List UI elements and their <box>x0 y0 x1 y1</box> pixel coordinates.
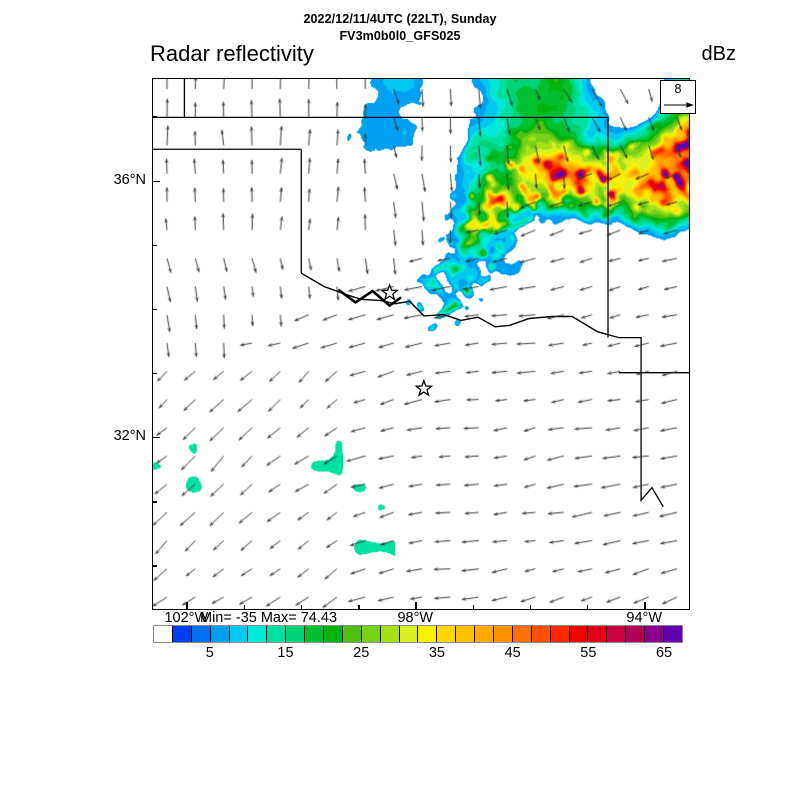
x-axis-label-98: 98°W <box>397 610 434 626</box>
x-tick--98 <box>415 602 417 610</box>
colorbar-cell-13 <box>399 626 419 642</box>
colorbar-label-65: 65 <box>655 645 673 661</box>
x-tick--102 <box>186 602 188 610</box>
x-tick--94 <box>644 602 646 610</box>
colorbar-cell-27 <box>664 626 682 642</box>
x-minor-tick--99 <box>358 605 360 610</box>
colorbar-cell-15 <box>437 626 457 642</box>
x-minor-tick--101 <box>243 605 246 610</box>
x-axis-label-94: 94°W <box>626 610 663 626</box>
colorbar-cell-2 <box>191 626 211 642</box>
wind-key-value: 8 <box>674 82 682 96</box>
colorbar-cell-1 <box>172 626 192 642</box>
x-minor-tick--96 <box>529 605 532 610</box>
y-minor-tick-33 <box>152 372 157 375</box>
colorbar-cell-0 <box>154 626 173 642</box>
y-minor-tick-37 <box>152 116 157 118</box>
colorbar-cell-4 <box>229 626 249 642</box>
x-axis-label-102: 102°W <box>164 610 209 626</box>
colorbar-cell-14 <box>418 626 438 642</box>
colorbar-label-35: 35 <box>428 645 445 661</box>
colorbar-label-25: 25 <box>353 645 370 661</box>
wind-vector-key: 8 <box>660 80 696 114</box>
wind-vector-field <box>153 79 689 609</box>
y-axis-label-32: 32°N <box>113 427 146 444</box>
y-minor-tick-30 <box>152 565 157 567</box>
colorbar-label-45: 45 <box>504 645 521 661</box>
colorbar-cell-9 <box>324 626 343 642</box>
colorbar-label-5: 5 <box>205 645 214 661</box>
colorbar-cell-7 <box>286 626 306 642</box>
colorbar-cell-17 <box>475 626 495 642</box>
colorbar-cell-5 <box>248 626 268 642</box>
colorbar-cell-12 <box>380 626 400 642</box>
colorbar-cell-18 <box>494 626 513 642</box>
page-title: Radar reflectivity <box>150 41 314 66</box>
min-max-annotation: Min= -35 Max= 74.43 <box>200 610 338 626</box>
colorbar-cell-10 <box>342 626 362 642</box>
colorbar-cell-8 <box>305 626 325 642</box>
x-minor-tick--100 <box>300 605 303 610</box>
colorbar-cell-3 <box>210 626 230 642</box>
colorbar-label-15: 15 <box>277 645 294 661</box>
colorbar-tick-labels: 5 15 25 35 45 55 65 <box>153 645 683 665</box>
colorbar-cell-25 <box>626 626 646 642</box>
colorbar-cell-11 <box>361 626 381 642</box>
colorbar-cell-23 <box>588 626 608 642</box>
x-minor-tick--95 <box>586 605 589 610</box>
y-axis-label-36: 36°N <box>113 171 146 188</box>
title-model-run: FV3m0b0l0_GFS025 <box>339 29 461 43</box>
y-minor-tick-35 <box>152 244 157 247</box>
map-plot-area[interactable] <box>152 78 690 610</box>
units-label: dBz <box>701 43 736 65</box>
right-arrow-icon <box>664 102 694 108</box>
colorbar-cell-16 <box>456 626 476 642</box>
y-minor-tick-31 <box>152 501 157 503</box>
colorbar-label-55: 55 <box>580 645 597 661</box>
colorbar-cell-20 <box>531 626 551 642</box>
colorbar-cell-26 <box>645 626 665 642</box>
colorbar-cell-6 <box>267 626 287 642</box>
colorbar-cell-24 <box>607 626 627 642</box>
colorbar[interactable] <box>153 625 683 643</box>
y-tick-36 <box>152 180 160 183</box>
x-minor-tick--97 <box>472 605 474 610</box>
y-tick-32 <box>152 436 160 439</box>
colorbar-cell-19 <box>512 626 532 642</box>
title-datetime: 2022/12/11/4UTC (22LT), Sunday <box>303 12 497 26</box>
colorbar-cell-22 <box>569 626 589 642</box>
y-minor-tick-34 <box>152 308 157 311</box>
colorbar-cell-21 <box>550 626 570 642</box>
